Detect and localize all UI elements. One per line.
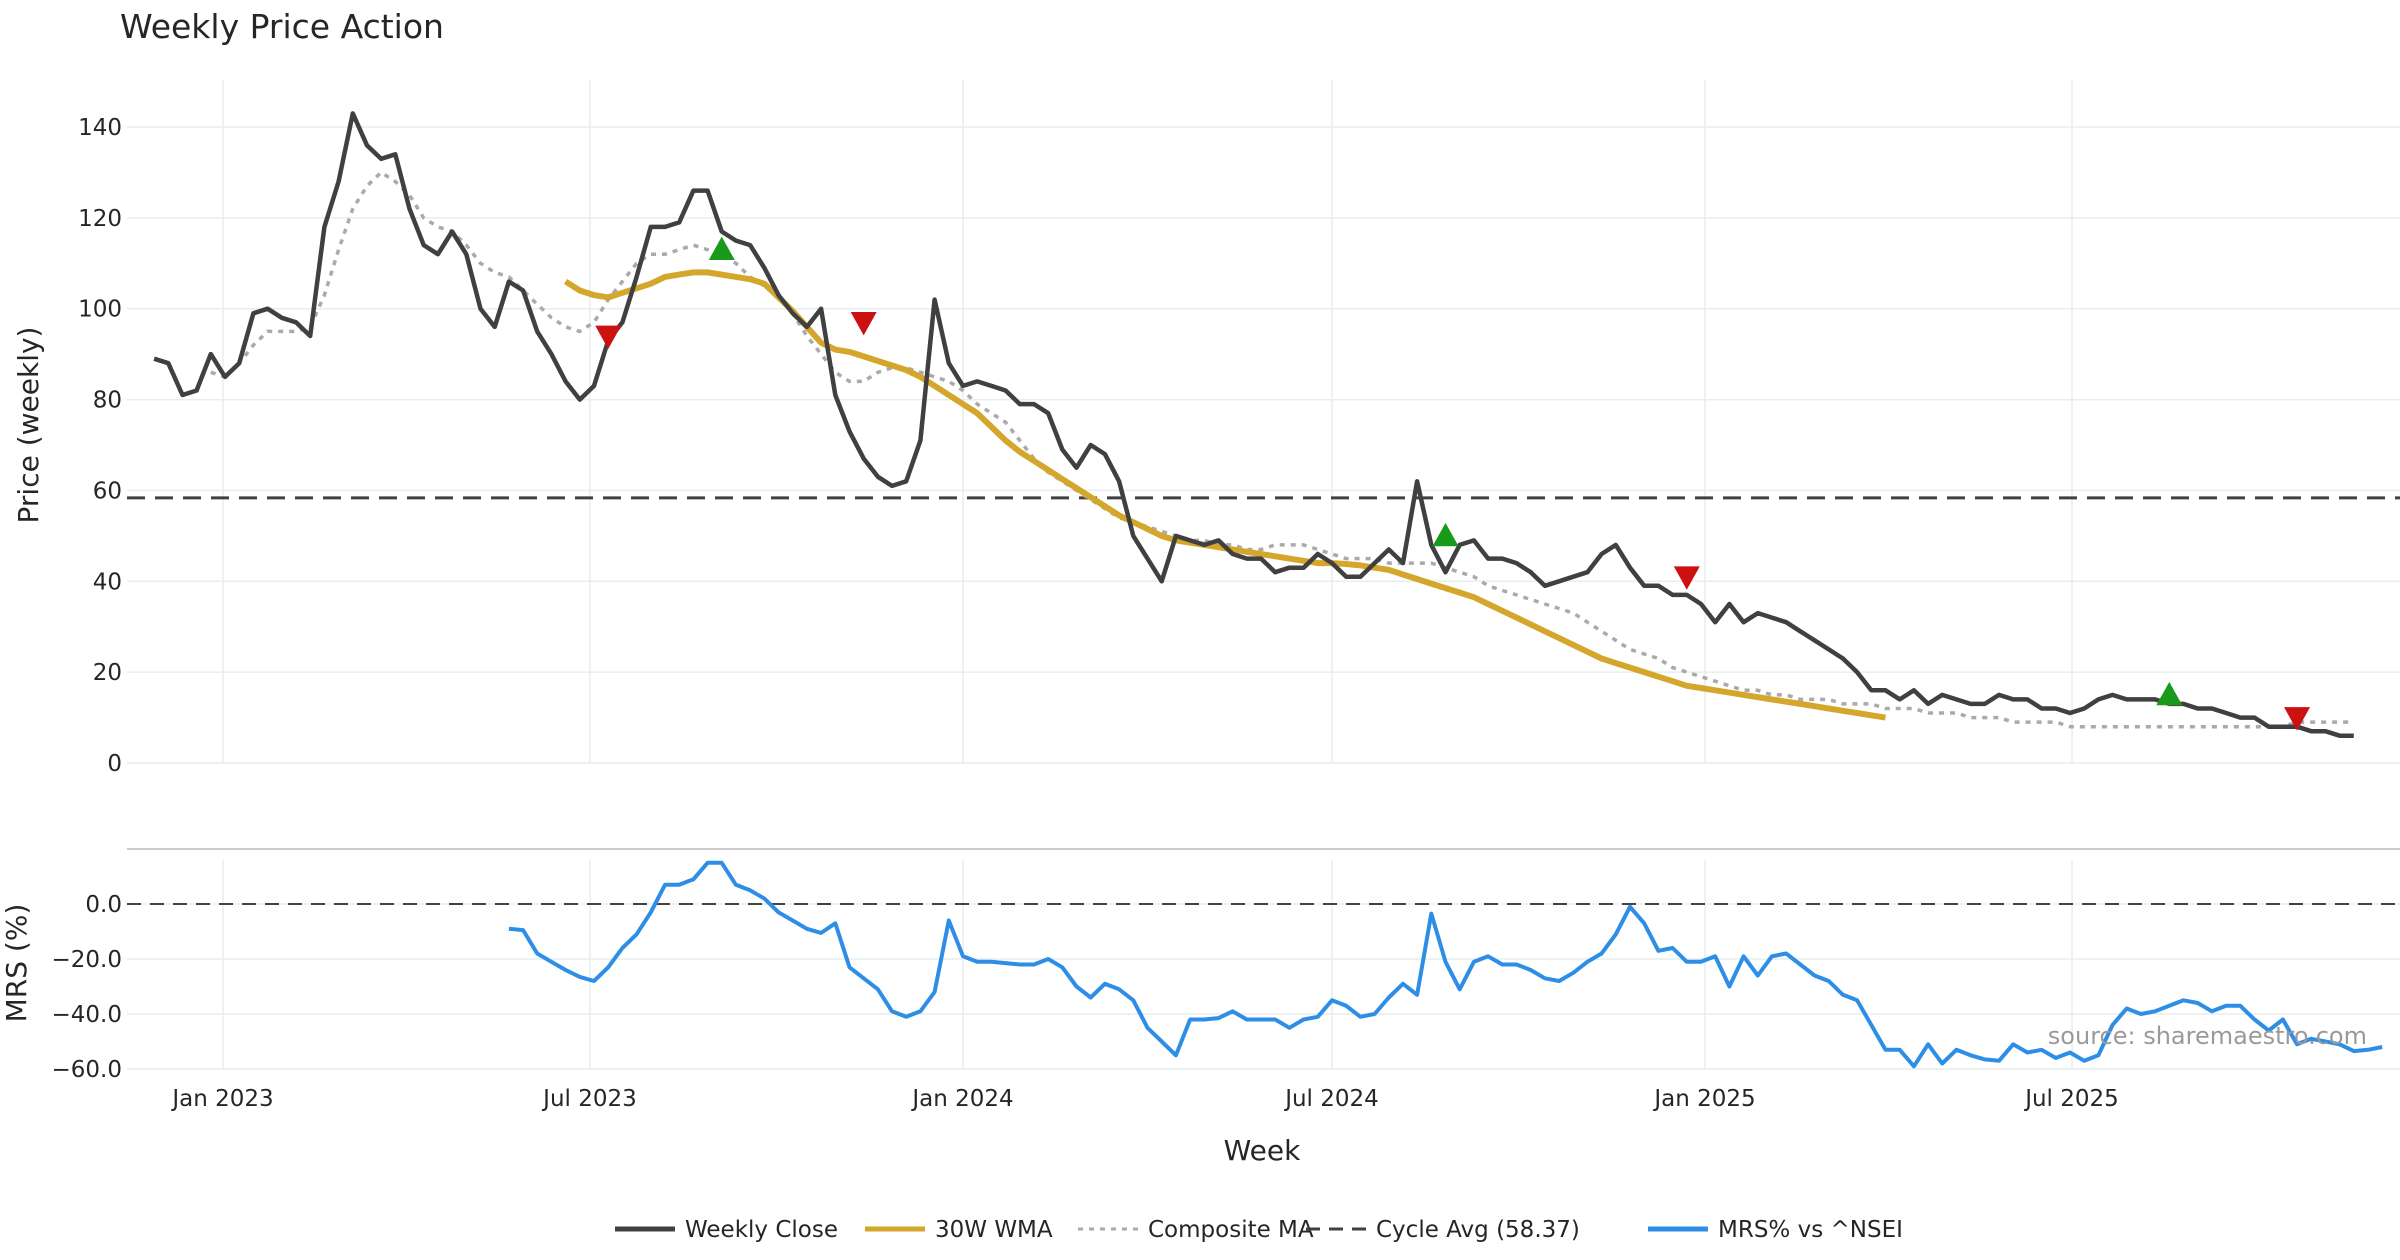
sell-marker-2 [850,311,877,336]
x-tick-label-4: Jan 2025 [1652,1086,1755,1112]
x-tick-label-0: Jan 2023 [170,1086,273,1112]
price-y-tick-label-2: 40 [93,569,122,595]
price-y-axis-title: Price (weekly) [12,327,45,524]
mrs-y-tick-label-3: −60.0 [52,1057,122,1083]
price-panel-grid [127,80,2400,764]
sell-marker-4 [1673,566,1700,590]
sell-marker-6 [2284,707,2311,731]
price-y-tick-label-3: 60 [93,478,122,504]
signal-markers [595,236,2311,731]
x-tick-label-3: Jul 2024 [1283,1086,1379,1112]
mrs-y-tick-label-0: 0.0 [85,892,122,918]
x-tick-label-1: Jul 2023 [541,1086,637,1112]
price-y-tick-label-7: 140 [78,115,122,141]
composite-ma-line [210,170,2354,729]
legend-label-2: Composite MA [1148,1217,1314,1243]
x-tick-label-2: Jan 2024 [910,1086,1013,1112]
x-axis-ticks: Jan 2023 Jul 2023 Jan 2024 Jul 2024 Jan 2025… [170,1086,2118,1112]
price-y-tick-label-5: 100 [78,297,122,323]
mrs-y-ticks: 0.0 −20.0 −40.0 −60.0 [52,892,122,1083]
price-y-tick-label-0: 0 [107,751,122,777]
buy-marker-5 [2156,681,2183,706]
buy-marker-3 [1432,522,1459,547]
mrs-y-tick-label-2: −40.0 [52,1002,122,1028]
price-y-tick-label-4: 80 [93,388,122,414]
x-tick-label-5: Jul 2025 [2023,1086,2119,1112]
mrs-line [508,860,2383,1069]
legend-label-4: MRS% vs ^NSEI [1718,1217,1903,1243]
price-y-ticks: 0 20 40 60 80 100 120 140 [78,115,122,777]
legend-label-0: Weekly Close [685,1217,838,1243]
price-y-tick-label-6: 120 [78,206,122,232]
mrs-y-axis-title: MRS (%) [0,904,33,1023]
sell-marker-0 [595,325,622,349]
chart-title: Weekly Price Action [120,7,444,46]
chart-legend: Weekly Close 30W WMA Composite MA Cycle Avg… [615,1217,1903,1243]
legend-label-3: Cycle Avg (58.37) [1376,1217,1580,1243]
legend-label-1: 30W WMA [935,1217,1053,1243]
source-watermark: source: sharemaestro.com [2048,1022,2367,1050]
x-axis-title: Week [1224,1134,1301,1167]
price-y-tick-label-1: 20 [93,660,122,686]
weekly-close-line [153,111,2354,738]
buy-marker-1 [708,236,735,261]
mrs-y-tick-label-1: −20.0 [52,947,122,973]
